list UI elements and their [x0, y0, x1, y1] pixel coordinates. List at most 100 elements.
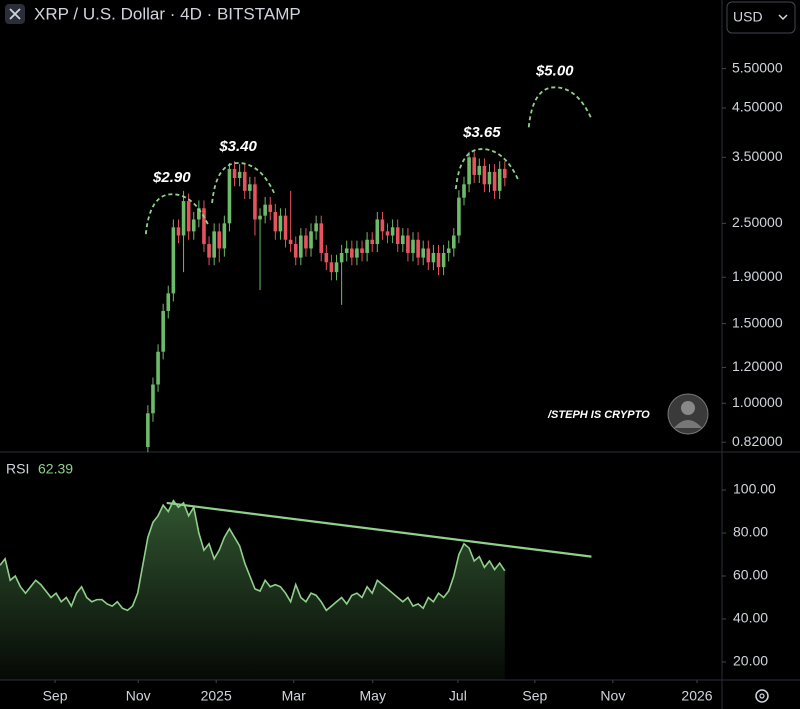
x-tick-label: Sep: [522, 688, 547, 704]
candle-body: [283, 215, 288, 240]
currency-select-box[interactable]: [726, 1, 796, 34]
candle-body: [451, 235, 456, 249]
close-icon[interactable]: [9, 8, 21, 20]
candle-body: [395, 227, 400, 245]
candle-body: [304, 235, 308, 249]
candle-body: [156, 351, 160, 385]
candle-body: [462, 184, 466, 198]
candle-body: [406, 235, 410, 253]
candle-body: [329, 262, 334, 273]
candle-body: [212, 231, 216, 258]
candle-body: [197, 208, 201, 220]
candle-body: [146, 413, 150, 448]
y-tick-label: 1.20000: [732, 358, 783, 374]
watermark: /STEPH IS CRYPTO: [547, 409, 650, 421]
y-tick-label: 1.50000: [732, 314, 783, 330]
y-tick-label: 3.50000: [732, 148, 783, 164]
candle-body: [482, 165, 487, 185]
y-tick-label: 1.90000: [732, 268, 783, 284]
rsi-trendline: [166, 501, 592, 558]
candle-body: [161, 310, 165, 352]
candle-body: [467, 157, 471, 185]
candle-body: [171, 227, 176, 294]
candle-body: [237, 171, 242, 178]
candle-body: [309, 231, 313, 249]
annotation-arc: [454, 148, 519, 190]
chart-title: XRP / U.S. Dollar · 4D · BITSTAMP: [34, 4, 301, 23]
x-tick-label: Mar: [282, 688, 306, 704]
candle-body: [242, 171, 247, 191]
candle-body: [421, 248, 426, 258]
candle-body: [416, 239, 420, 258]
candle-body: [380, 219, 385, 232]
candle-body: [502, 168, 507, 178]
candle-body: [446, 248, 451, 253]
candle-body: [431, 252, 436, 263]
close-button[interactable]: [5, 4, 25, 24]
candle-body: [181, 201, 186, 236]
rsi-y-tick-label: 80.00: [733, 524, 768, 540]
candle-body: [176, 227, 181, 236]
avatar-body: [674, 420, 702, 428]
candle-body: [207, 244, 211, 258]
candle-body: [365, 239, 369, 253]
y-tick-label: 1.00000: [732, 394, 783, 410]
candle-body: [273, 211, 278, 232]
annotation-label: $3.65: [462, 124, 501, 141]
annotation-label: $3.40: [218, 138, 257, 155]
annotation-arc: [527, 86, 592, 128]
candle-body: [344, 248, 349, 253]
candle-body: [293, 244, 298, 258]
annotation-label: $2.90: [152, 169, 191, 186]
candle-body: [401, 235, 405, 245]
candle-body: [411, 239, 415, 253]
x-tick-label: Sep: [43, 688, 68, 704]
candle-body: [253, 184, 257, 220]
plot-area: 5.50000 4.50000 3.50000 2.50000 1.90000 1.500…: [0, 59, 783, 704]
rsi-y-tick-label: 40.00: [733, 610, 768, 626]
x-tick-label: May: [360, 688, 386, 704]
settings-button[interactable]: [755, 689, 769, 703]
candle-body: [248, 184, 252, 191]
candle-body: [355, 248, 359, 258]
rsi-current-value: 62.39: [38, 461, 73, 477]
candle-body: [166, 293, 171, 311]
candle-body: [263, 204, 267, 216]
candle-body: [202, 208, 206, 245]
y-tick-label: 5.50000: [732, 59, 783, 75]
candle-body: [314, 223, 318, 232]
candle-body: [288, 239, 293, 245]
candle-body: [186, 201, 191, 232]
candle-body: [477, 165, 482, 175]
x-tick-label: 2026: [681, 688, 712, 704]
y-tick-label: 2.50000: [732, 214, 783, 230]
gear-ring[interactable]: [755, 689, 769, 703]
candle-body: [232, 168, 237, 178]
candle-body: [350, 248, 354, 258]
candle-body: [492, 171, 497, 191]
chevron[interactable]: [778, 14, 788, 21]
rsi-line: [0, 499, 506, 612]
candle-body: [217, 231, 222, 249]
candle-body: [319, 223, 324, 253]
candle-body: [426, 248, 431, 263]
candle-body: [334, 262, 339, 273]
avatar-head: [681, 401, 695, 415]
x-tick-label: Jul: [449, 688, 467, 704]
currency-select[interactable]: USD: [726, 1, 796, 34]
rsi-area: [0, 500, 505, 680]
candle-body: [375, 219, 380, 245]
rsi-y-tick-label: 20.00: [733, 653, 768, 669]
annotation-arc: [144, 193, 209, 235]
candle-body: [299, 235, 303, 258]
candle-body: [457, 197, 461, 236]
candle-body: [385, 231, 390, 236]
annotation-arc: [211, 162, 275, 204]
candle-body: [151, 384, 155, 414]
annotation-label: $5.00: [535, 62, 574, 79]
candle-body: [390, 227, 395, 236]
y-tick-label: 4.50000: [732, 99, 783, 115]
gear-center[interactable]: [759, 693, 765, 699]
candle-body: [441, 252, 446, 268]
currency-label[interactable]: USD: [733, 9, 763, 25]
